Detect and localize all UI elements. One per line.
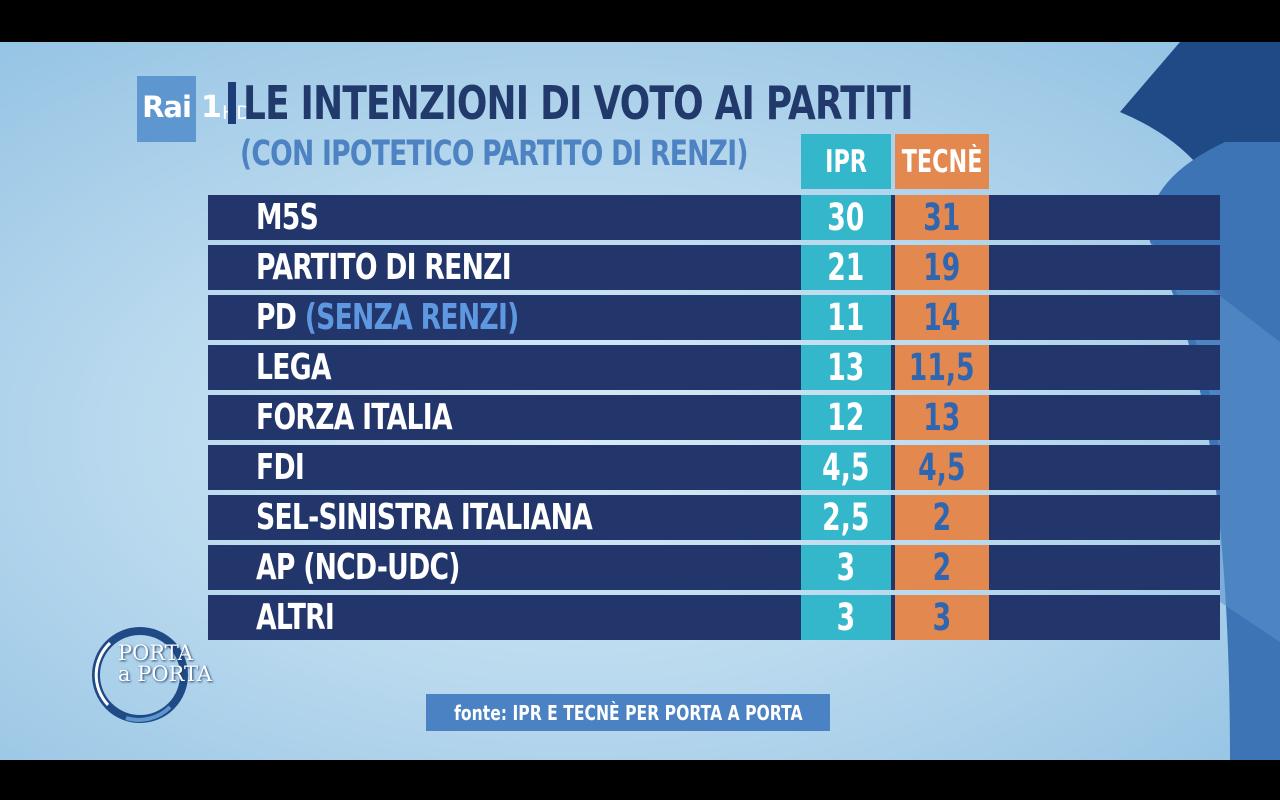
tecne-value: 19: [895, 245, 989, 290]
party-name: FDI: [256, 447, 305, 488]
party-name: PD (SENZA RENZI): [256, 297, 520, 338]
party-name: SEL-SINISTRA ITALIANA: [256, 497, 593, 538]
page-title: LE INTENZIONI DI VOTO AI PARTITI: [243, 76, 914, 130]
column-header-ipr: IPR: [801, 134, 891, 189]
party-note: (SENZA RENZI): [304, 297, 520, 338]
show-logo-line2: a PORTA: [118, 662, 213, 686]
tecne-value: 13: [895, 395, 989, 440]
page-subtitle: (CON IPOTETICO PARTITO DI RENZI): [240, 134, 748, 174]
table-row: SEL-SINISTRA ITALIANA 2,5 2: [208, 495, 1220, 540]
tecne-value: 4,5: [895, 445, 989, 490]
table-row: M5S 30 31: [208, 195, 1220, 240]
tecne-value: 2: [895, 495, 989, 540]
tecne-value: 31: [895, 195, 989, 240]
rai-logo: Rai: [137, 76, 196, 142]
ipr-value: 3: [801, 595, 891, 640]
corner-shape-highlight: [1150, 242, 1280, 642]
party-name: M5S: [256, 197, 319, 238]
porta-a-porta-logo-icon: [92, 627, 188, 723]
column-header-tecne: TECNÈ: [895, 134, 989, 189]
source-note: fonte: IPR E TECNÈ PER PORTA A PORTA: [426, 694, 830, 731]
party-name: FORZA ITALIA: [256, 397, 453, 438]
broadcast-frame: Rai 1 HD LE INTENZIONI DI VOTO AI PARTIT…: [0, 42, 1280, 760]
channel-number: 1: [201, 90, 222, 125]
ipr-value: 21: [801, 245, 891, 290]
ipr-value: 30: [801, 195, 891, 240]
rai-logo-text: Rai: [142, 90, 192, 124]
table-row: PD (SENZA RENZI) 11 14: [208, 295, 1220, 340]
party-name: ALTRI: [256, 597, 335, 638]
table-row: ALTRI 3 3: [208, 595, 1220, 640]
ipr-value: 12: [801, 395, 891, 440]
show-logo-line1: PORTA: [118, 641, 193, 665]
table-row: FDI 4,5 4,5: [208, 445, 1220, 490]
ipr-value: 2,5: [801, 495, 891, 540]
table-row: AP (NCD-UDC) 3 2: [208, 545, 1220, 590]
poll-table: M5S 30 31 PARTITO DI RENZI 21 19 PD (SENZA REN…: [0, 42, 1280, 760]
ipr-value: 3: [801, 545, 891, 590]
tecne-value: 11,5: [895, 345, 989, 390]
party-name: PARTITO DI RENZI: [256, 247, 512, 288]
tecne-value: 3: [895, 595, 989, 640]
table-row: FORZA ITALIA 12 13: [208, 395, 1220, 440]
title-marker: [228, 82, 236, 124]
table-row: LEGA 13 11,5: [208, 345, 1220, 390]
table-row: PARTITO DI RENZI 21 19: [208, 245, 1220, 290]
party-name: LEGA: [256, 347, 331, 388]
party-name: AP (NCD-UDC): [256, 547, 460, 588]
ipr-value: 13: [801, 345, 891, 390]
tecne-value: 2: [895, 545, 989, 590]
ipr-value: 4,5: [801, 445, 891, 490]
tecne-value: 14: [895, 295, 989, 340]
corner-shape-top: [1120, 42, 1280, 342]
ipr-value: 11: [801, 295, 891, 340]
